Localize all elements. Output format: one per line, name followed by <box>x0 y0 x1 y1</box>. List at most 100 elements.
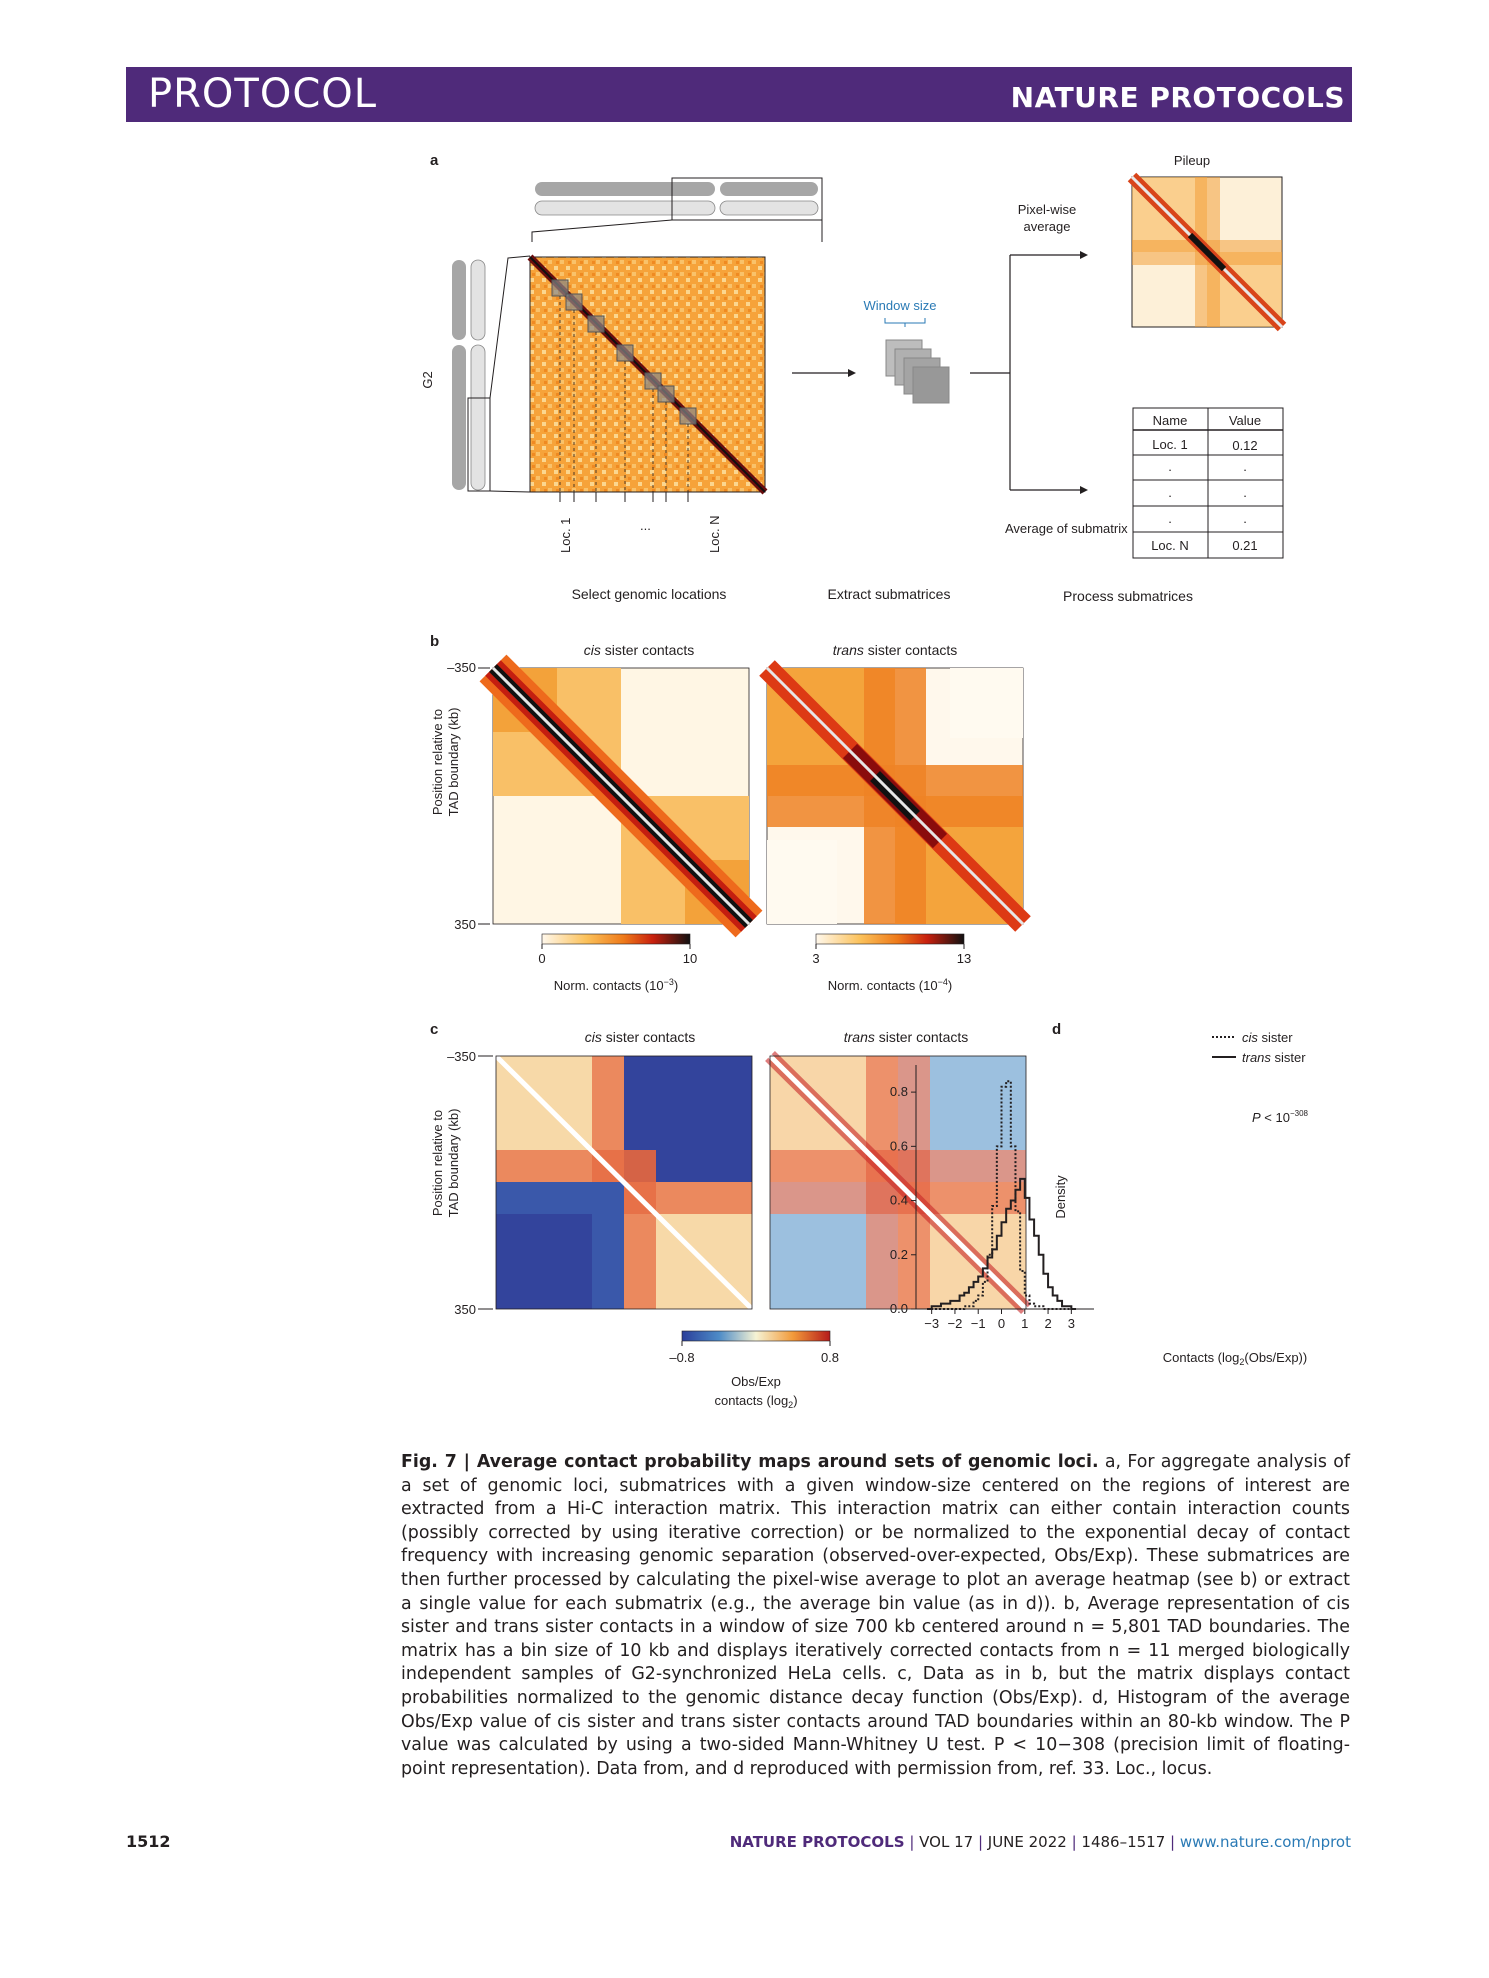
arrow-to-submatrices <box>792 369 856 377</box>
c-ylabel-2: TAD boundary (kb) <box>446 1109 461 1218</box>
b-cis-title: cis sister contacts <box>584 642 695 658</box>
c-ytick-top: –350 <box>447 1049 476 1064</box>
d-xtick-label: −1 <box>971 1316 986 1331</box>
b-colorbar-1 <box>541 933 691 945</box>
window-size-bracket <box>884 318 926 327</box>
c-trans-title: trans sister contacts <box>844 1029 969 1045</box>
pixelwise-label-1: Pixel-wise <box>1018 202 1077 217</box>
table-cell: 0.12 <box>1232 438 1257 453</box>
b-trans-title: trans sister contacts <box>833 642 958 658</box>
table-cell: . <box>1168 511 1172 526</box>
footer-vol: VOL 17 <box>919 1833 974 1851</box>
caption-text: a, For aggregate analysis of a set of ge… <box>401 1452 1350 1779</box>
table-header-name: Name <box>1153 413 1188 428</box>
c-ytick-bottom: 350 <box>454 1302 476 1317</box>
page-number: 1512 <box>126 1832 171 1851</box>
footer-journal: NATURE PROTOCOLS <box>729 1833 905 1851</box>
footer-date: JUNE 2022 <box>987 1833 1067 1851</box>
step-process-label: Process submatrices <box>1063 588 1193 604</box>
d-xtick-label: −2 <box>948 1316 963 1331</box>
table-header-value: Value <box>1229 413 1261 428</box>
table-cell: 0.21 <box>1232 538 1257 553</box>
pileup-heatmap <box>1127 172 1287 332</box>
journal-name: NATURE PROTOCOLS <box>1010 81 1345 114</box>
d-xlabel: Contacts (log2(Obs/Exp)) <box>1163 1350 1307 1367</box>
table-cell: . <box>1243 459 1247 474</box>
b-ylabel-2: TAD boundary (kb) <box>446 708 461 817</box>
table-cell: . <box>1243 485 1247 500</box>
loc-ellipsis: ... <box>640 518 651 533</box>
d-axes: 0.0 0.2 0.4 0.6 0.8 −3 −2 −1 0 1 2 3 <box>890 1065 1094 1331</box>
d-legend-cis: cis sister <box>1242 1030 1293 1045</box>
d-pvalue: P < 10−308 <box>1252 1109 1309 1125</box>
d-legend: cis sister trans sister <box>1212 1030 1306 1065</box>
d-ytick-label: 0.4 <box>890 1193 908 1208</box>
c-cis-title: cis sister contacts <box>585 1029 696 1045</box>
footer-pages: 1486–1517 <box>1081 1833 1166 1851</box>
value-table: Name Value Loc. 1 0.12 . . . . . . Loc. … <box>1132 407 1284 559</box>
d-legend-trans: trans sister <box>1242 1050 1306 1065</box>
b-ylabel-1: Position relative to <box>430 709 445 815</box>
table-cell: Loc. 1 <box>1152 437 1187 452</box>
b-ytick-top: –350 <box>447 660 476 675</box>
horizontal-chromosomes <box>531 177 823 242</box>
b-cbar2-label: Norm. contacts (10−4) <box>828 977 952 993</box>
d-xtick-label: 3 <box>1068 1316 1075 1331</box>
c-trans-heatmap <box>765 1051 1031 1314</box>
submatrix-stack <box>885 339 950 404</box>
panel-c-letter: c <box>430 1021 438 1038</box>
hic-matrix <box>527 254 768 502</box>
loc1-label: Loc. 1 <box>558 518 573 553</box>
c-colorbar <box>681 1330 831 1342</box>
vertical-chromosomes: G2 <box>420 255 531 493</box>
d-plot-area <box>927 1080 1076 1310</box>
c-cis-heatmap <box>494 1054 754 1311</box>
b-cbar2-min: 3 <box>812 951 819 966</box>
window-size-label: Window size <box>864 298 937 313</box>
d-xtick-label: −3 <box>924 1316 939 1331</box>
c-ylabel-1: Position relative to <box>430 1110 445 1216</box>
b-trans-heatmap <box>759 660 1031 932</box>
pileup-title: Pileup <box>1174 153 1210 168</box>
table-cell: . <box>1243 511 1247 526</box>
step-select-label: Select genomic locations <box>572 586 727 602</box>
locN-label: Loc. N <box>707 515 722 553</box>
table-cell: . <box>1168 485 1172 500</box>
b-cbar1-min: 0 <box>538 951 545 966</box>
b-cis-heatmap <box>479 654 763 938</box>
c-cbar-label-1: Obs/Exp <box>731 1374 781 1389</box>
g2-label: G2 <box>420 371 435 388</box>
average-submatrix-label: Average of submatrix <box>1005 521 1128 536</box>
d-xtick-label: 1 <box>1021 1316 1028 1331</box>
table-cell: . <box>1168 459 1172 474</box>
pixelwise-label-2: average <box>1024 219 1071 234</box>
header-bar <box>126 67 1352 122</box>
b-cbar2-max: 13 <box>957 951 971 966</box>
d-ytick-label: 0.6 <box>890 1138 908 1153</box>
footer-citation: NATURE PROTOCOLS | VOL 17 | JUNE 2022 | … <box>729 1833 1351 1851</box>
d-ytick-label: 0.2 <box>890 1247 908 1262</box>
b-ytick-bottom: 350 <box>454 917 476 932</box>
d-ytick-label: 0.8 <box>890 1084 908 1099</box>
d-series-cis-sister <box>927 1080 1076 1310</box>
footer-url-link[interactable]: www.nature.com/nprot <box>1179 1833 1351 1851</box>
figure-7: a G2 <box>420 152 1309 1410</box>
c-cbar-min: –0.8 <box>669 1350 694 1365</box>
branch-arrows <box>970 254 1080 491</box>
figure-caption: Fig. 7 | Average contact probability map… <box>401 1451 1350 1781</box>
c-cbar-max: 0.8 <box>821 1350 839 1365</box>
d-ylabel: Density <box>1053 1175 1068 1219</box>
panel-d-letter: d <box>1052 1021 1061 1038</box>
table-cell: Loc. N <box>1151 538 1189 553</box>
d-ytick-label: 0.0 <box>890 1301 908 1316</box>
b-cbar1-label: Norm. contacts (10−3) <box>554 977 678 993</box>
d-series-trans-sister <box>927 1177 1076 1310</box>
b-cbar1-max: 10 <box>683 951 697 966</box>
step-extract-label: Extract submatrices <box>828 586 951 602</box>
d-xtick-label: 0 <box>998 1316 1005 1331</box>
section-label: PROTOCOL <box>148 71 378 117</box>
d-xtick-label: 2 <box>1044 1316 1051 1331</box>
caption-fig-label: Fig. 7 | Average contact probability map… <box>401 1452 1099 1472</box>
c-cbar-label-2: contacts (log2) <box>714 1393 797 1410</box>
panel-b-letter: b <box>430 633 439 650</box>
